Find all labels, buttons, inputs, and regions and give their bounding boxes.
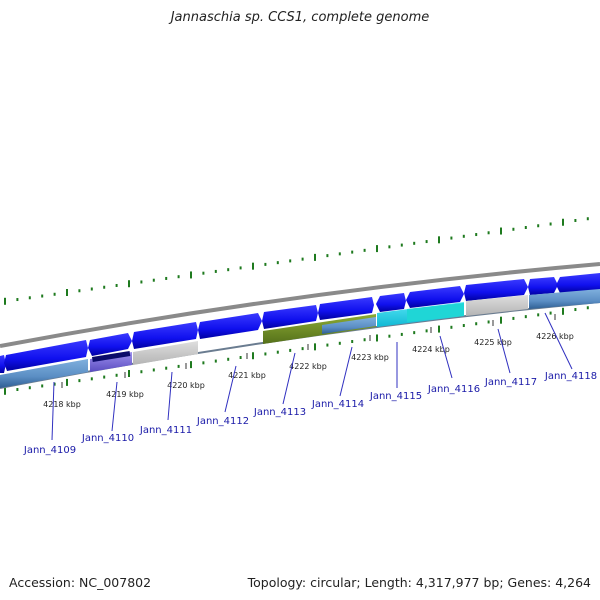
gene-label[interactable]: Jann_4113 <box>253 407 306 418</box>
gene-arrow[interactable] <box>88 333 132 356</box>
kbp-ruler: 4218 kbp 4219 kbp 4220 kbp 4221 kbp 4222 kbp… <box>43 314 574 409</box>
gene-label[interactable]: Jann_4111 <box>139 425 192 436</box>
gene-label[interactable]: Jann_4110 <box>81 433 134 444</box>
gene-arrow[interactable] <box>0 359 88 388</box>
gene-arrow[interactable] <box>318 297 374 320</box>
gene-leader-line <box>51 381 55 441</box>
gene-leader-line <box>439 335 453 379</box>
kbp-tick-label: 4226 kbp <box>536 332 574 341</box>
kbp-tick-label: 4223 kbp <box>351 353 389 362</box>
gene-arrow[interactable] <box>464 279 528 301</box>
gene-arrow[interactable] <box>376 293 406 312</box>
kbp-tick-label: 4220 kbp <box>167 381 205 390</box>
pseudogene[interactable] <box>133 341 198 365</box>
gene-arrow[interactable] <box>322 317 376 334</box>
gene-label[interactable]: Jann_4116 <box>427 384 480 395</box>
pseudogene[interactable] <box>466 295 528 316</box>
gene-arrow[interactable] <box>0 355 6 373</box>
reverse-strand-track <box>0 289 600 388</box>
gene-leader-line <box>282 352 296 405</box>
gc-skew-track-lower <box>4 306 589 395</box>
kbp-tick-label: 4224 kbp <box>412 345 450 354</box>
kbp-tick-label: 4219 kbp <box>106 390 144 399</box>
highlighted-gene-core[interactable] <box>407 303 464 322</box>
gene-leader-line <box>544 312 573 370</box>
gc-skew-track-upper <box>4 217 589 305</box>
kbp-tick-label: 4221 kbp <box>228 371 266 380</box>
gene-arrow[interactable] <box>132 322 198 349</box>
gene-arrow[interactable] <box>262 305 318 329</box>
genome-backbone <box>0 262 600 348</box>
kbp-tick-label: 4222 kbp <box>289 362 327 371</box>
gene-leader-line <box>111 381 118 432</box>
forward-strand-track <box>0 273 600 373</box>
gene-label-layer: Jann_4109 Jann_4110 Jann_4111 Jann_4112 Jann… <box>23 312 597 456</box>
genome-summary: Topology: circular; Length: 4,317,977 bp… <box>247 575 591 590</box>
highlighted-gene-core[interactable] <box>92 351 131 362</box>
gene-leader-line <box>339 346 353 397</box>
gene-label[interactable]: Jann_4118 <box>544 371 597 382</box>
gene-arrow[interactable] <box>529 289 600 309</box>
gene-leader-line <box>167 371 173 421</box>
gene-arrow[interactable] <box>406 286 464 308</box>
gene-label[interactable]: Jann_4109 <box>23 445 76 456</box>
gene-arrow[interactable] <box>198 313 262 339</box>
gene-label[interactable]: Jann_4117 <box>484 377 537 388</box>
gene-leader-line <box>497 328 511 374</box>
gene-arrow[interactable] <box>4 340 88 371</box>
kbp-tick-label: 4225 kbp <box>474 338 512 347</box>
gene-label[interactable]: Jann_4114 <box>311 399 364 410</box>
gene-label[interactable]: Jann_4115 <box>369 391 422 402</box>
map-title: Jannaschia sp. CCS1, complete genome <box>170 10 430 25</box>
gene-arrow[interactable] <box>528 277 558 295</box>
gene-label[interactable]: Jann_4112 <box>196 416 249 427</box>
gene-arrow[interactable] <box>556 273 600 293</box>
gene-leader-line <box>224 365 237 413</box>
accession-label: Accession: NC_007802 <box>9 575 152 590</box>
kbp-tick-label: 4218 kbp <box>43 400 81 409</box>
